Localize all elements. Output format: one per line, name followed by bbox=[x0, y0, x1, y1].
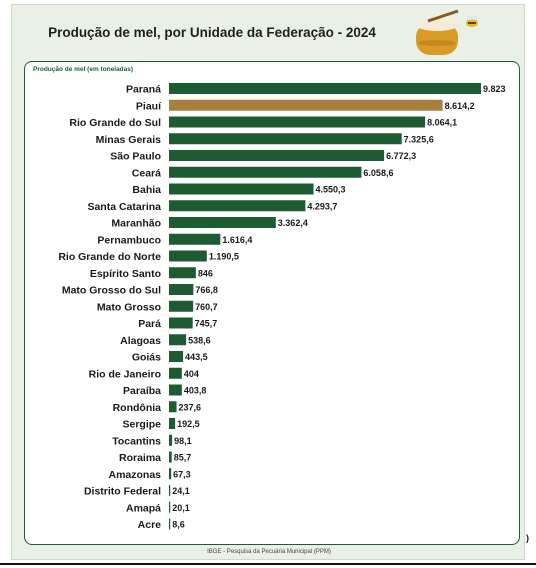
value-label: 4.550,3 bbox=[316, 185, 346, 195]
value-label: 7.325,6 bbox=[404, 134, 434, 144]
corner-mark: ) bbox=[526, 533, 529, 543]
source-footer: IBGE - Pesquisa da Pecuária Municipal (P… bbox=[207, 549, 331, 555]
category-label: Amapá bbox=[126, 502, 161, 514]
value-label: 8.064,1 bbox=[427, 118, 457, 128]
category-label: Pernambuco bbox=[97, 234, 161, 246]
value-label: 745,7 bbox=[195, 319, 218, 329]
bar bbox=[169, 367, 182, 379]
value-label: 404 bbox=[184, 369, 199, 379]
category-label: Piauí bbox=[136, 100, 162, 112]
bar bbox=[169, 83, 481, 94]
bar bbox=[169, 99, 443, 111]
bar bbox=[169, 150, 385, 161]
category-label: Rio de Janeiro bbox=[89, 368, 161, 380]
bar bbox=[169, 501, 171, 513]
bar bbox=[169, 317, 193, 329]
value-label: 6.772,3 bbox=[386, 151, 416, 161]
value-label: 237,6 bbox=[179, 402, 202, 412]
category-label: Goiás bbox=[132, 352, 161, 364]
y-axis-title: Produção de mel (em toneladas) bbox=[33, 66, 134, 73]
bar bbox=[169, 518, 171, 530]
bar-chart: Paraná 9.823 Piauí 8.614,2 Rio Grande do Sul… bbox=[58, 83, 506, 531]
value-label: 6.058,6 bbox=[363, 168, 393, 178]
bar bbox=[169, 284, 194, 295]
bar bbox=[169, 217, 276, 228]
value-label: 8,6 bbox=[172, 520, 185, 530]
category-label: Pará bbox=[138, 318, 161, 330]
bar bbox=[169, 183, 314, 195]
value-label: 67,3 bbox=[173, 469, 191, 479]
value-label: 846 bbox=[198, 268, 213, 278]
value-label: 766,8 bbox=[195, 285, 218, 295]
category-label: Bahia bbox=[132, 184, 161, 196]
value-label: 8.614,2 bbox=[445, 101, 475, 111]
chart-title: Produção de mel, por Unidade da Federaçã… bbox=[48, 25, 376, 40]
value-label: 20,1 bbox=[172, 503, 190, 513]
value-label: 403,8 bbox=[184, 386, 207, 396]
value-label: 9.823 bbox=[483, 84, 506, 94]
bar bbox=[169, 485, 171, 496]
bar bbox=[169, 166, 362, 178]
category-label: Amazonas bbox=[108, 469, 161, 481]
value-label: 1.190,5 bbox=[209, 252, 239, 262]
category-label: Tocantins bbox=[112, 435, 161, 447]
bar bbox=[169, 401, 177, 413]
bar bbox=[169, 233, 221, 245]
category-label: Paraíba bbox=[123, 385, 161, 397]
category-label: Rio Grande do Norte bbox=[58, 251, 161, 263]
bar bbox=[169, 351, 184, 362]
value-label: 443,5 bbox=[185, 352, 208, 362]
value-label: 85,7 bbox=[174, 453, 192, 463]
honey-pot-icon bbox=[416, 9, 478, 55]
category-label: Ceará bbox=[132, 167, 161, 179]
category-label: Maranhão bbox=[111, 218, 161, 230]
category-label: Distrito Federal bbox=[84, 486, 161, 498]
bar bbox=[169, 468, 172, 480]
bar bbox=[169, 418, 176, 429]
category-label: Minas Gerais bbox=[96, 134, 162, 146]
value-label: 24,1 bbox=[172, 486, 190, 496]
category-label: Sergipe bbox=[122, 419, 161, 431]
value-label: 760,7 bbox=[195, 302, 218, 312]
bar bbox=[169, 300, 194, 312]
category-label: Acre bbox=[138, 519, 162, 531]
bar bbox=[169, 116, 426, 128]
infographic-panel: Produção de mel, por Unidade da Federaçã… bbox=[11, 4, 529, 560]
category-label: Mato Grosso bbox=[97, 301, 161, 313]
bar bbox=[169, 200, 306, 212]
bar bbox=[169, 384, 182, 396]
value-label: 192,5 bbox=[177, 419, 200, 429]
value-label: 3.362,4 bbox=[278, 218, 308, 228]
category-label: Paraná bbox=[126, 84, 161, 96]
category-label: Mato Grosso do Sul bbox=[62, 285, 161, 297]
value-label: 98,1 bbox=[174, 436, 192, 446]
value-label: 1.616,4 bbox=[222, 235, 252, 245]
bar bbox=[169, 451, 172, 463]
bar bbox=[169, 334, 187, 346]
category-label: Alagoas bbox=[120, 335, 161, 347]
chart-frame: Produção de mel (em toneladas) Paraná 9.8… bbox=[24, 61, 520, 545]
category-label: Rio Grande do Sul bbox=[69, 117, 161, 129]
bar bbox=[169, 133, 402, 145]
value-label: 538,6 bbox=[188, 335, 211, 345]
category-label: Roraima bbox=[119, 452, 161, 464]
bar bbox=[169, 267, 196, 279]
category-label: Rondônia bbox=[113, 402, 162, 414]
bar bbox=[169, 250, 207, 262]
bottom-rule bbox=[0, 563, 536, 565]
category-label: São Paulo bbox=[110, 151, 161, 163]
value-label: 4.293,7 bbox=[307, 201, 337, 211]
bar bbox=[169, 434, 173, 446]
category-label: Espírito Santo bbox=[90, 268, 161, 280]
category-label: Santa Catarina bbox=[87, 201, 161, 213]
